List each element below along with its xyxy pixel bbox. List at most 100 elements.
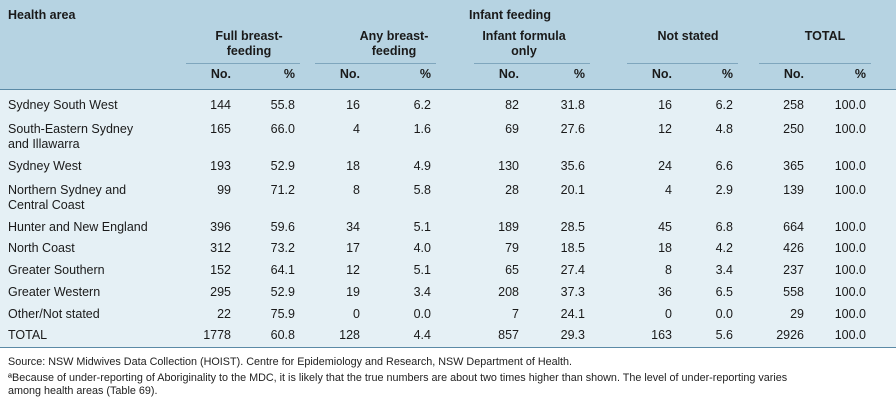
percent-cell: 100.0 bbox=[834, 241, 866, 255]
health-area-cell: Other/Not stated bbox=[8, 307, 100, 321]
column-group-heading: Not stated bbox=[657, 29, 719, 43]
column-group-heading: TOTAL bbox=[804, 29, 846, 43]
column-group-heading: Any breast- bbox=[359, 29, 429, 43]
percent-cell: 100.0 bbox=[834, 220, 866, 234]
percent-cell: 60.8 bbox=[270, 328, 295, 342]
health-area-cell-line2: Central Coast bbox=[8, 198, 85, 212]
percent-cell: 6.2 bbox=[715, 98, 733, 112]
column-pct-heading: % bbox=[283, 67, 295, 81]
percent-cell: 52.9 bbox=[270, 285, 295, 299]
percent-cell: 71.2 bbox=[270, 183, 295, 197]
percent-cell: 29.3 bbox=[560, 328, 585, 342]
health-area-cell: Northern Sydney and bbox=[8, 183, 127, 197]
percent-cell: 55.8 bbox=[270, 98, 295, 112]
source-note: Source: NSW Midwives Data Collection (HO… bbox=[8, 356, 573, 368]
count-cell: 18 bbox=[658, 241, 672, 255]
percent-cell: 100.0 bbox=[834, 263, 866, 277]
percent-cell: 27.6 bbox=[560, 122, 585, 136]
column-pct-heading: % bbox=[721, 67, 733, 81]
count-cell: 4 bbox=[665, 183, 672, 197]
count-cell: 128 bbox=[339, 328, 360, 342]
health-area-cell: TOTAL bbox=[8, 328, 48, 342]
count-cell: 34 bbox=[346, 220, 360, 234]
percent-cell: 6.2 bbox=[413, 98, 431, 112]
count-cell: 189 bbox=[498, 220, 519, 234]
count-cell: 165 bbox=[210, 122, 231, 136]
percent-cell: 6.8 bbox=[715, 220, 733, 234]
percent-cell: 35.6 bbox=[560, 159, 585, 173]
count-cell: 664 bbox=[783, 220, 804, 234]
infant-feeding-heading: Infant feeding bbox=[469, 8, 551, 22]
count-cell: 193 bbox=[210, 159, 231, 173]
percent-cell: 0.0 bbox=[715, 307, 733, 321]
count-cell: 79 bbox=[505, 241, 519, 255]
percent-cell: 2.9 bbox=[715, 183, 733, 197]
count-cell: 69 bbox=[505, 122, 519, 136]
count-cell: 99 bbox=[217, 183, 231, 197]
footnote-continued: among health areas (Table 69). bbox=[8, 385, 158, 397]
column-no-heading: No. bbox=[498, 67, 519, 81]
percent-cell: 100.0 bbox=[834, 159, 866, 173]
count-cell: 152 bbox=[210, 263, 231, 277]
count-cell: 4 bbox=[353, 122, 360, 136]
count-cell: 426 bbox=[783, 241, 804, 255]
percent-cell: 100.0 bbox=[834, 328, 866, 342]
count-cell: 857 bbox=[498, 328, 519, 342]
count-cell: 1778 bbox=[203, 328, 231, 342]
percent-cell: 5.1 bbox=[413, 220, 431, 234]
count-cell: 7 bbox=[512, 307, 519, 321]
percent-cell: 18.5 bbox=[560, 241, 585, 255]
percent-cell: 4.0 bbox=[413, 241, 431, 255]
group-underline bbox=[627, 63, 738, 64]
count-cell: 295 bbox=[210, 285, 231, 299]
column-no-heading: No. bbox=[651, 67, 672, 81]
group-underline bbox=[315, 63, 436, 64]
percent-cell: 4.9 bbox=[413, 159, 431, 173]
column-group-heading-line2: feeding bbox=[371, 44, 417, 58]
percent-cell: 52.9 bbox=[270, 159, 295, 173]
column-pct-heading: % bbox=[419, 67, 431, 81]
percent-cell: 64.1 bbox=[270, 263, 295, 277]
health-area-cell: Sydney South West bbox=[8, 98, 118, 112]
column-no-heading: No. bbox=[783, 67, 804, 81]
count-cell: 0 bbox=[353, 307, 360, 321]
count-cell: 36 bbox=[658, 285, 672, 299]
count-cell: 16 bbox=[658, 98, 672, 112]
count-cell: 22 bbox=[217, 307, 231, 321]
count-cell: 163 bbox=[651, 328, 672, 342]
percent-cell: 5.8 bbox=[413, 183, 431, 197]
count-cell: 130 bbox=[498, 159, 519, 173]
count-cell: 208 bbox=[498, 285, 519, 299]
percent-cell: 27.4 bbox=[560, 263, 585, 277]
percent-cell: 100.0 bbox=[834, 307, 866, 321]
percent-cell: 100.0 bbox=[834, 285, 866, 299]
column-group-heading-line2: only bbox=[511, 44, 537, 58]
column-group-heading: Infant formula bbox=[482, 29, 566, 43]
count-cell: 17 bbox=[346, 241, 360, 255]
percent-cell: 31.8 bbox=[560, 98, 585, 112]
footnote: ªBecause of under-reporting of Aborigina… bbox=[8, 372, 788, 384]
table-bottom-rule bbox=[0, 347, 896, 348]
count-cell: 558 bbox=[783, 285, 804, 299]
percent-cell: 20.1 bbox=[560, 183, 585, 197]
percent-cell: 5.6 bbox=[715, 328, 733, 342]
health-area-cell: Greater Western bbox=[8, 285, 101, 299]
percent-cell: 100.0 bbox=[834, 183, 866, 197]
count-cell: 144 bbox=[210, 98, 231, 112]
count-cell: 45 bbox=[658, 220, 672, 234]
count-cell: 312 bbox=[210, 241, 231, 255]
count-cell: 29 bbox=[790, 307, 804, 321]
percent-cell: 1.6 bbox=[413, 122, 431, 136]
percent-cell: 5.1 bbox=[413, 263, 431, 277]
count-cell: 250 bbox=[783, 122, 804, 136]
percent-cell: 4.2 bbox=[715, 241, 733, 255]
count-cell: 18 bbox=[346, 159, 360, 173]
column-pct-heading: % bbox=[854, 67, 866, 81]
health-area-cell: Sydney West bbox=[8, 159, 82, 173]
table-body bbox=[0, 90, 896, 348]
percent-cell: 59.6 bbox=[270, 220, 295, 234]
percent-cell: 3.4 bbox=[715, 263, 733, 277]
percent-cell: 6.6 bbox=[715, 159, 733, 173]
count-cell: 237 bbox=[783, 263, 804, 277]
